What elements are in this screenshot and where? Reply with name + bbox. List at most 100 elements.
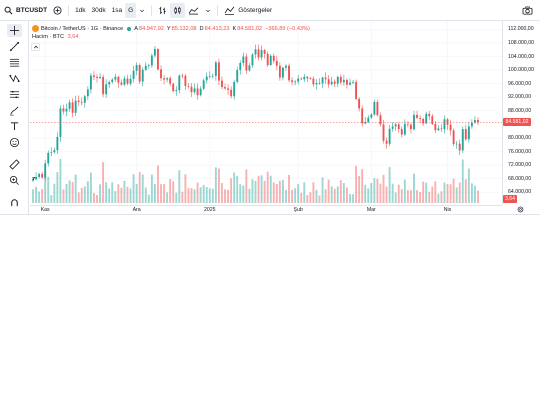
interval-1h-button[interactable]: 1sa	[109, 3, 125, 18]
symbol-search-button[interactable]: BTCUSDT	[0, 3, 50, 18]
forecasting-tool[interactable]	[7, 88, 22, 101]
candle-body	[327, 79, 330, 85]
collapse-legend-button[interactable]	[31, 43, 40, 51]
volume-bar	[214, 167, 217, 203]
pattern-icon	[9, 74, 20, 83]
candle-body	[178, 75, 181, 91]
candle-body	[422, 118, 425, 124]
volume-bar	[388, 167, 391, 203]
candle-body	[77, 100, 80, 102]
volume-bar	[41, 189, 44, 203]
volume-bar	[230, 178, 233, 203]
magnet-tool[interactable]	[7, 196, 22, 209]
candle-body	[461, 129, 464, 151]
candle-body	[355, 81, 358, 99]
candle-body	[248, 65, 251, 71]
chart-settings-button[interactable]	[515, 205, 525, 214]
candle-body	[388, 128, 391, 144]
candle-body	[403, 124, 406, 135]
plus-circle-icon	[53, 5, 62, 15]
candles-style-button[interactable]	[170, 2, 186, 18]
candles-icon	[174, 6, 181, 14]
candle-body	[224, 87, 226, 89]
volume-bar	[74, 174, 77, 203]
text-tool[interactable]	[7, 120, 22, 133]
bar-style-button[interactable]	[155, 3, 170, 18]
interval-1m-button[interactable]: 1dk	[72, 3, 88, 18]
volume-bar	[132, 174, 135, 203]
candle-body	[315, 82, 318, 85]
symbol-legend: Bitcoin / TetherUS · 1G · Binance A 84.94…	[32, 25, 313, 32]
volume-bar	[211, 188, 214, 203]
candle-body	[111, 79, 114, 82]
volume-bar	[312, 182, 315, 203]
compare-symbol-button[interactable]	[50, 3, 65, 18]
candle-body	[474, 119, 476, 123]
interval-30m-button[interactable]: 30dk	[89, 3, 109, 18]
pattern-tool[interactable]	[7, 72, 22, 85]
candle-body	[336, 76, 339, 84]
volume-bar	[44, 172, 47, 203]
emoji-tool[interactable]	[7, 136, 22, 149]
toolbar-divider	[68, 4, 70, 16]
volume-bar	[147, 194, 150, 203]
volume-bar	[300, 192, 303, 203]
interval-dropdown-button[interactable]	[136, 3, 148, 18]
candle-body	[102, 76, 105, 95]
volume-bar	[208, 188, 211, 203]
trend-line-tool[interactable]	[7, 40, 22, 53]
volume-bar	[242, 185, 245, 203]
candle-body	[187, 86, 190, 87]
volume-bar	[370, 182, 373, 203]
toolbar-divider	[151, 4, 153, 16]
volume-bar	[32, 189, 34, 203]
volume-bar	[318, 195, 321, 203]
brush-tool[interactable]	[7, 104, 22, 117]
crosshair-tool[interactable]	[7, 24, 22, 37]
volume-bar	[83, 186, 86, 203]
zoom-in-tool[interactable]	[7, 174, 22, 187]
measure-tool[interactable]	[7, 158, 22, 171]
current-price-tag: 84.581,02	[503, 118, 531, 127]
candle-body	[443, 119, 446, 130]
time-scale[interactable]: Kas Ara 2025 Şub Mar Nis	[30, 205, 502, 214]
text-icon	[10, 122, 19, 131]
chart-style-dropdown[interactable]	[202, 3, 214, 18]
candle-body	[333, 81, 336, 84]
candle-body	[32, 179, 34, 181]
price-tick-label: 96.000,00	[508, 80, 532, 87]
snapshot-button[interactable]	[519, 3, 536, 18]
price-chart[interactable]: ⁷	[30, 21, 502, 205]
volume-bar	[56, 172, 59, 203]
chart-bottom-border	[0, 214, 540, 215]
candle-body	[99, 76, 101, 78]
volume-bar	[446, 183, 449, 203]
candle-body	[93, 75, 95, 77]
volume-bar	[425, 182, 428, 203]
volume-bar	[135, 183, 138, 203]
volume-bar	[382, 174, 385, 203]
candle-body	[477, 119, 479, 123]
volume-bar	[248, 188, 251, 203]
candle-body	[175, 90, 178, 92]
volume-bar	[65, 183, 68, 203]
fib-retracement-tool[interactable]	[7, 56, 22, 69]
price-scale[interactable]: 112.000,00 108.000,00 104.000,00 100.000,00…	[502, 21, 540, 205]
candle-body	[342, 79, 345, 83]
candle-body	[297, 78, 300, 82]
candle-body	[233, 81, 236, 97]
interval-1d-button[interactable]: G	[125, 2, 137, 18]
time-tick-label: Mar	[366, 207, 376, 213]
indicators-button[interactable]: Göstergeler	[221, 3, 275, 18]
candle-body	[434, 124, 437, 131]
volume-bar	[181, 191, 184, 203]
candle-body	[428, 113, 431, 117]
volume-bar	[71, 181, 74, 203]
volume-bar	[166, 192, 169, 203]
volume-bar	[291, 190, 294, 203]
volume-bar	[455, 187, 458, 203]
indicators-label: Göstergeler	[238, 6, 273, 14]
candle-body	[370, 114, 373, 118]
candle-body	[288, 65, 290, 81]
area-style-button[interactable]	[185, 3, 202, 18]
